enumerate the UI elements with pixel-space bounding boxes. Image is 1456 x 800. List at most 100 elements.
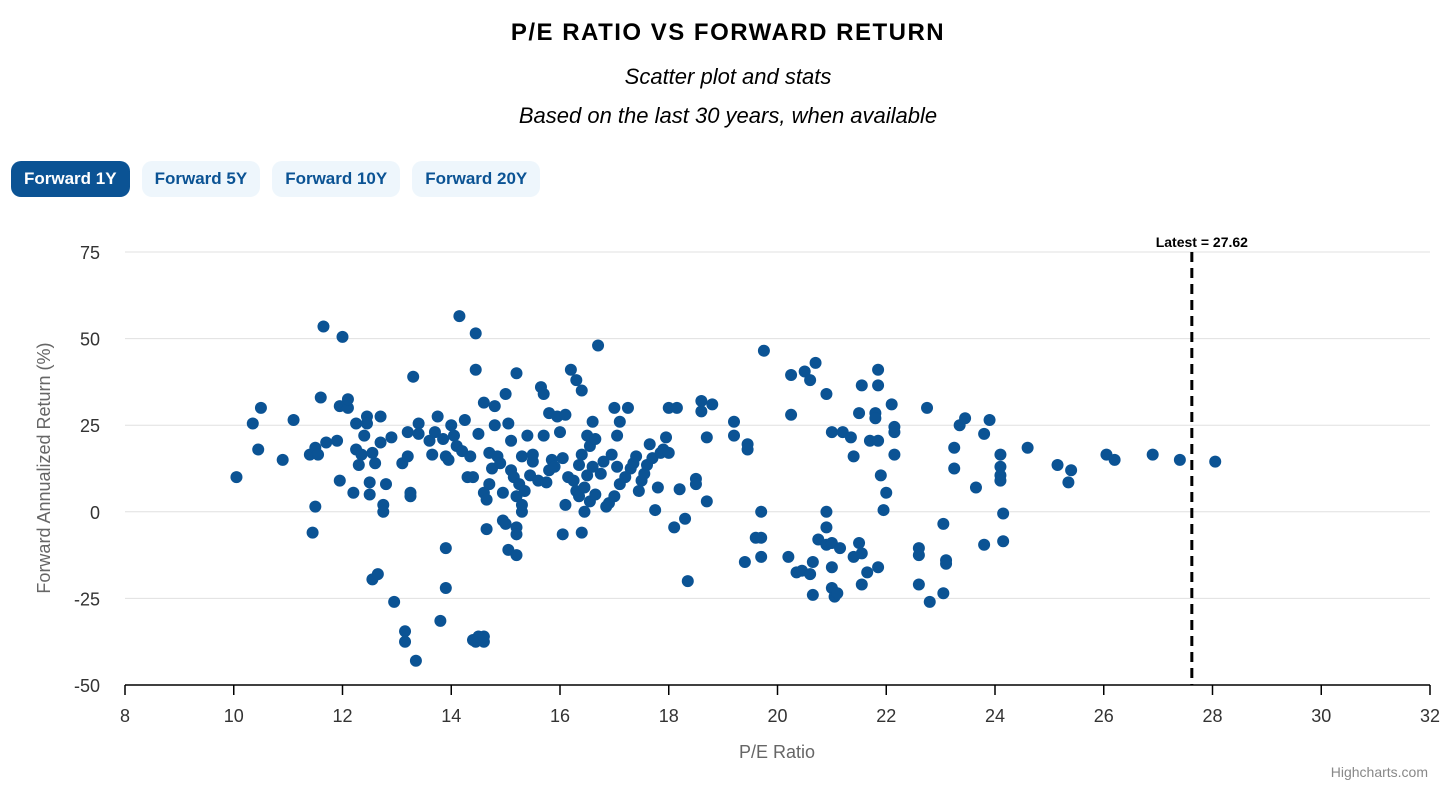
data-point <box>592 339 605 352</box>
data-point <box>923 595 936 608</box>
data-point <box>360 417 373 430</box>
data-point <box>254 401 267 414</box>
data-point <box>1173 453 1186 466</box>
data-point <box>755 531 768 544</box>
highcharts-credit[interactable]: Highcharts.com <box>1330 764 1428 780</box>
data-point <box>921 401 934 414</box>
data-point <box>287 414 300 427</box>
x-tick-label: 8 <box>120 706 130 726</box>
data-point <box>994 474 1007 487</box>
data-point <box>350 417 363 430</box>
chart-title: P/E RATIO VS FORWARD RETURN <box>510 19 946 46</box>
data-point <box>872 434 885 447</box>
horizon-tabs: Forward 1Y Forward 5Y Forward 10Y Forwar… <box>11 161 541 197</box>
data-point <box>611 429 624 442</box>
data-point <box>872 379 885 392</box>
data-point <box>1065 464 1078 477</box>
data-point <box>804 374 817 387</box>
y-tick-label: -25 <box>74 589 100 609</box>
data-point <box>333 474 346 487</box>
data-point <box>809 356 822 369</box>
data-point <box>948 441 961 454</box>
data-point <box>673 483 686 496</box>
data-point <box>1108 453 1121 466</box>
data-point <box>605 448 618 461</box>
data-point <box>309 500 322 513</box>
data-point <box>306 526 319 539</box>
data-point <box>437 433 450 446</box>
data-point <box>385 431 398 444</box>
data-point <box>570 374 583 387</box>
data-point <box>477 396 490 409</box>
data-point <box>377 505 390 518</box>
data-point <box>997 507 1010 520</box>
data-point <box>502 417 515 430</box>
data-point <box>978 427 991 440</box>
x-tick-label: 32 <box>1420 706 1440 726</box>
data-point <box>912 542 925 555</box>
x-tick-label: 26 <box>1094 706 1114 726</box>
data-point <box>548 460 561 473</box>
data-point <box>399 635 412 648</box>
tab-forward-5y[interactable]: Forward 5Y <box>141 161 261 197</box>
data-point <box>611 460 624 473</box>
data-point <box>632 485 645 498</box>
data-point <box>700 495 713 508</box>
data-point <box>480 523 493 536</box>
data-point <box>825 426 838 439</box>
data-point <box>276 453 289 466</box>
data-point <box>798 365 811 378</box>
data-point <box>439 542 452 555</box>
data-point <box>388 595 401 608</box>
data-point <box>621 401 634 414</box>
data-point <box>948 462 961 475</box>
data-point <box>537 388 550 401</box>
data-point <box>689 478 702 491</box>
x-tick-label: 16 <box>550 706 570 726</box>
data-point <box>940 557 953 570</box>
data-point <box>589 433 602 446</box>
data-point <box>347 486 360 499</box>
data-point <box>371 568 384 581</box>
data-point <box>662 446 675 459</box>
data-point <box>668 521 681 534</box>
data-point <box>230 471 243 484</box>
data-point <box>445 419 458 432</box>
tab-forward-20y[interactable]: Forward 20Y <box>412 161 541 197</box>
data-point <box>510 528 523 541</box>
chart-note: Based on the last 30 years, when availab… <box>518 103 938 128</box>
data-point <box>554 426 566 439</box>
data-point <box>785 408 798 421</box>
data-point <box>499 517 512 530</box>
y-gridlines <box>125 251 1430 599</box>
data-point <box>586 460 599 473</box>
data-point <box>575 448 588 461</box>
y-tick-label: 25 <box>80 416 100 436</box>
data-point <box>959 412 972 425</box>
data-point <box>515 498 528 511</box>
data-point <box>847 450 860 463</box>
data-point <box>515 450 528 463</box>
data-point <box>853 536 866 549</box>
tab-forward-10y[interactable]: Forward 10Y <box>272 161 401 197</box>
data-point <box>556 528 569 541</box>
data-point <box>521 429 534 442</box>
data-point <box>469 363 482 376</box>
tab-forward-1y[interactable]: Forward 1Y <box>11 161 130 197</box>
data-point <box>341 393 354 406</box>
data-point <box>869 412 882 425</box>
data-point <box>412 417 425 430</box>
data-point <box>755 505 768 518</box>
data-point <box>594 467 607 480</box>
data-point <box>401 426 414 439</box>
data-point <box>872 363 885 376</box>
data-point <box>728 429 740 442</box>
data-point <box>366 446 379 459</box>
data-point <box>499 388 512 401</box>
data-point <box>317 320 330 333</box>
data-point <box>728 415 740 428</box>
scatter-series <box>230 310 1222 667</box>
data-point <box>1209 455 1222 468</box>
data-point <box>888 448 901 461</box>
data-point <box>937 517 950 530</box>
